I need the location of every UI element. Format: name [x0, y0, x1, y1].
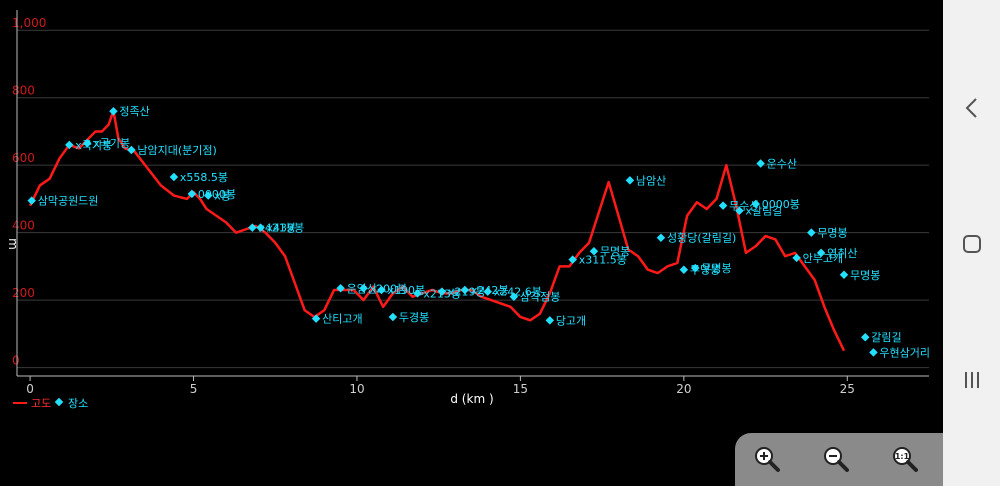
place-marker	[169, 172, 179, 182]
place-marker	[807, 228, 816, 237]
place-marker	[65, 140, 74, 150]
place-marker	[359, 284, 368, 293]
legend-diamond-swatch	[54, 397, 64, 407]
x-tick-label: 5	[190, 382, 198, 396]
elevation-line	[28, 109, 846, 352]
y-tick-label: 0	[12, 354, 20, 368]
zoom-reset-glyph: 1:1	[895, 452, 910, 461]
zoom-controls: 1:1	[735, 433, 943, 486]
place-label: x갈림길	[745, 204, 782, 218]
place-marker	[861, 332, 870, 342]
place-marker	[625, 176, 635, 185]
x-axis-label: d (km )	[450, 392, 493, 406]
place-label: 삼각점봉	[520, 291, 560, 304]
x-tick-label: 10	[349, 382, 364, 396]
place-marker	[460, 285, 470, 295]
place-marker	[839, 270, 849, 280]
legend-label-elevation: 고도	[31, 397, 51, 410]
place-label: x200봉	[369, 282, 407, 295]
y-tick-label: 1,000	[12, 16, 46, 30]
place-marker	[336, 284, 345, 293]
square-home-icon	[962, 235, 981, 253]
x-tick-label: 25	[840, 382, 855, 396]
zoom-in-icon	[755, 447, 780, 472]
place-marker	[377, 285, 386, 295]
y-tick-label: 200	[12, 286, 35, 300]
place-marker	[691, 263, 700, 273]
place-marker	[256, 223, 265, 232]
place-label: x421봉	[258, 222, 296, 235]
place-label: x558.5봉	[180, 171, 228, 184]
place-marker	[869, 348, 878, 357]
place-label: 당고개	[556, 314, 586, 327]
place-label: 정족산	[119, 105, 149, 118]
place-label: 산티고개	[322, 313, 362, 326]
place-markers: 삼막공원드원x국기봉x국기봉정족산남암지대(분기점)x558.5봉0000봉x봉…	[27, 105, 930, 359]
place-label: 무명봉	[850, 269, 880, 282]
axes: 0 200 400 600 800 1,000 0 5 10 15 20 25	[12, 10, 929, 396]
place-marker	[509, 292, 519, 301]
grid-lines	[17, 29, 929, 369]
place-label: 우현삼거리	[879, 346, 930, 359]
back-button[interactable]	[943, 88, 1000, 128]
place-marker	[311, 314, 321, 323]
place-label: 영취산	[827, 247, 857, 260]
zoom-out-icon	[824, 447, 849, 472]
place-label: x439봉	[267, 222, 305, 235]
home-button[interactable]	[943, 224, 1000, 264]
place-label: 남암산	[636, 174, 666, 187]
place-label: x242.6봉	[494, 286, 542, 299]
zoom-out-button[interactable]	[816, 441, 856, 477]
place-marker	[127, 145, 136, 155]
place-marker	[437, 287, 447, 296]
three-bars-recents-icon	[964, 372, 979, 388]
zoom-reset-button[interactable]: 1:1	[885, 441, 925, 477]
place-label: 0000봉	[762, 198, 800, 211]
place-label: 안부고개	[803, 252, 843, 265]
place-marker	[483, 287, 492, 296]
y-axis-label: m	[6, 238, 20, 250]
place-marker	[248, 223, 257, 232]
place-label: 무명봉	[701, 262, 731, 275]
series-layer	[28, 109, 846, 352]
place-label: 무명봉	[817, 227, 847, 240]
y-tick-label: 800	[12, 84, 35, 98]
place-label: 삼막공원드원	[38, 195, 99, 208]
place-label: x311.5봉	[579, 254, 627, 267]
place-label: x봉	[214, 190, 231, 203]
place-marker	[656, 233, 666, 242]
place-marker	[83, 139, 92, 148]
legend: 고도 장소	[13, 397, 88, 410]
place-label: x국기봉	[93, 137, 130, 150]
place-label: 남암지대(분기점)	[137, 144, 216, 157]
place-marker	[756, 159, 765, 168]
place-label: 무명봉	[600, 245, 630, 258]
place-marker	[109, 106, 118, 116]
place-marker	[718, 201, 728, 210]
place-label: 성황당(갈림길)	[667, 231, 736, 245]
legend-label-places: 장소	[68, 397, 88, 410]
place-marker	[545, 316, 555, 325]
system-navigation-bar	[943, 0, 1000, 486]
place-marker	[679, 265, 689, 274]
place-marker	[413, 289, 422, 298]
place-marker	[187, 189, 197, 199]
place-label: 운수산	[767, 157, 797, 170]
x-tick-label: 20	[676, 382, 691, 396]
y-tick-label: 600	[12, 151, 35, 165]
x-tick-label: 15	[513, 382, 528, 396]
chevron-left-icon	[965, 98, 977, 118]
place-marker	[388, 312, 398, 322]
elevation-chart[interactable]: 0 200 400 600 800 1,000 0 5 10 15 20 25 삼막공원드원 x국기봉 x…	[0, 0, 943, 486]
x-tick-label: 0	[26, 382, 34, 396]
place-marker	[568, 255, 577, 264]
zoom-in-button[interactable]	[747, 441, 787, 477]
zoom-reset-icon: 1:1	[893, 447, 918, 472]
y-tick-label: 400	[12, 219, 35, 233]
recents-button[interactable]	[943, 360, 1000, 400]
place-marker	[203, 191, 213, 200]
place-label: 갈림길	[871, 330, 901, 344]
place-label: 두경봉	[399, 311, 429, 324]
